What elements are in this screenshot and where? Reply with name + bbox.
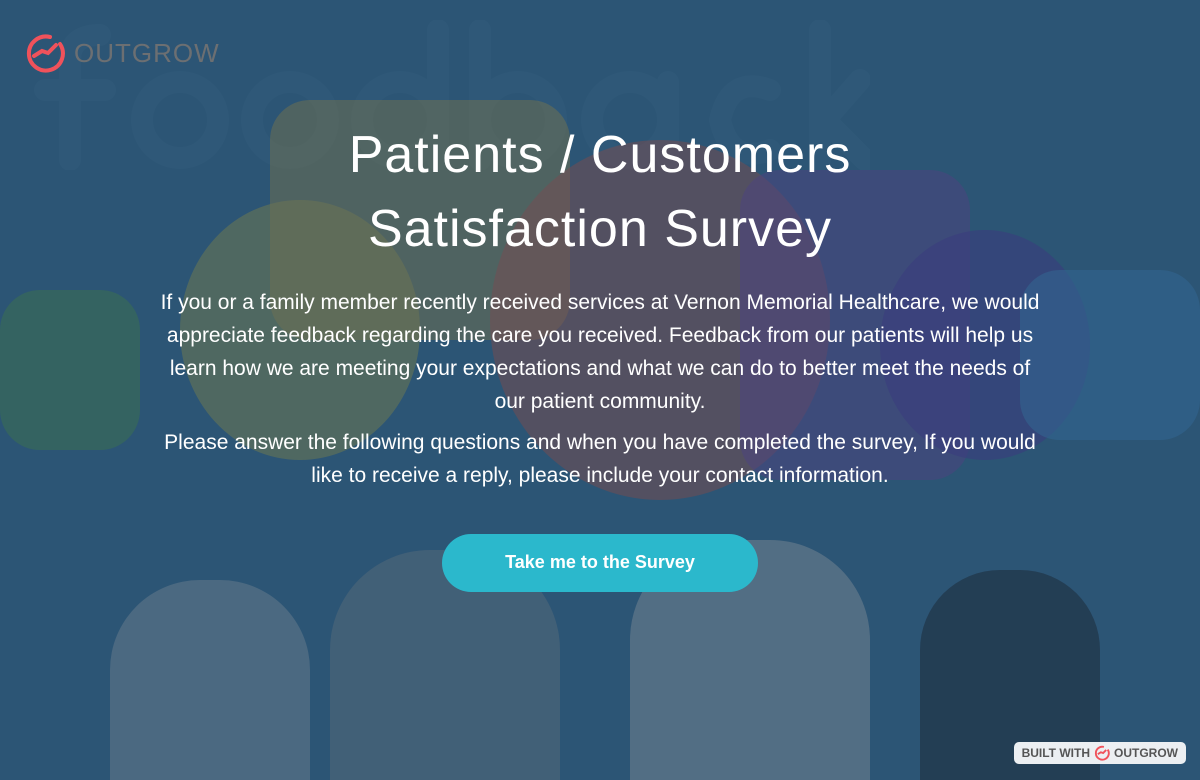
outgrow-logo-icon — [26, 34, 65, 73]
speech-bubble-green — [0, 290, 140, 450]
outgrow-logo-icon — [1094, 745, 1110, 761]
logo-text: OUTGROW — [74, 37, 220, 68]
intro-paragraph: If you or a family member recently recei… — [160, 291, 1040, 413]
speech-bubble-blue — [1020, 270, 1200, 440]
built-with-outgrow-badge[interactable]: BUILT WITH OUTGROW — [1013, 742, 1186, 764]
person-silhouette — [110, 580, 310, 780]
built-with-label: BUILT WITH — [1021, 746, 1090, 760]
hero: Patients / Customers Satisfaction Survey … — [0, 118, 1200, 592]
instructions-paragraph: Please answer the following questions an… — [164, 431, 1036, 487]
take-survey-button[interactable]: Take me to the Survey — [442, 534, 758, 592]
title-line-2: Satisfaction Survey — [367, 200, 833, 258]
page-title: Patients / Customers Satisfaction Survey — [0, 118, 1200, 266]
badge-brand: OUTGROW — [1114, 746, 1178, 760]
title-line-1: Patients / Customers — [348, 126, 852, 184]
outgrow-logo[interactable]: OUTGROW — [24, 32, 220, 74]
